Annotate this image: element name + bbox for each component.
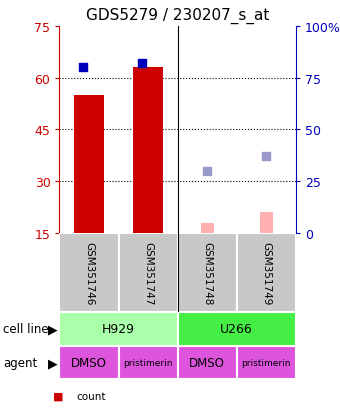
Title: GDS5279 / 230207_s_at: GDS5279 / 230207_s_at — [86, 8, 269, 24]
Text: pristimerin: pristimerin — [241, 358, 291, 367]
Text: ▶: ▶ — [48, 322, 57, 335]
Bar — [119, 346, 177, 380]
Text: count: count — [76, 391, 106, 401]
Bar — [59, 346, 119, 380]
Text: cell line: cell line — [3, 322, 49, 335]
Bar — [119, 233, 177, 312]
Text: ▶: ▶ — [48, 356, 57, 369]
Text: ■: ■ — [53, 391, 63, 401]
Text: GSM351749: GSM351749 — [261, 241, 271, 304]
Text: GSM351748: GSM351748 — [202, 241, 212, 304]
Bar — [133, 68, 163, 233]
Bar — [59, 312, 177, 346]
Bar — [177, 346, 237, 380]
Point — [80, 65, 86, 71]
Point — [264, 154, 269, 160]
Text: pristimerin: pristimerin — [123, 358, 173, 367]
Text: H929: H929 — [102, 322, 135, 335]
Bar — [237, 233, 296, 312]
Point — [204, 168, 210, 175]
Bar — [74, 96, 104, 233]
Text: U266: U266 — [220, 322, 253, 335]
Text: DMSO: DMSO — [71, 356, 107, 369]
Bar — [237, 346, 296, 380]
Point — [139, 61, 145, 67]
Bar — [177, 233, 237, 312]
Text: GSM351746: GSM351746 — [84, 241, 94, 304]
Text: GSM351747: GSM351747 — [143, 241, 153, 304]
Bar — [59, 233, 119, 312]
Bar — [177, 312, 296, 346]
Bar — [260, 213, 273, 233]
Bar — [201, 223, 214, 233]
Text: agent: agent — [3, 356, 38, 369]
Text: DMSO: DMSO — [189, 356, 225, 369]
